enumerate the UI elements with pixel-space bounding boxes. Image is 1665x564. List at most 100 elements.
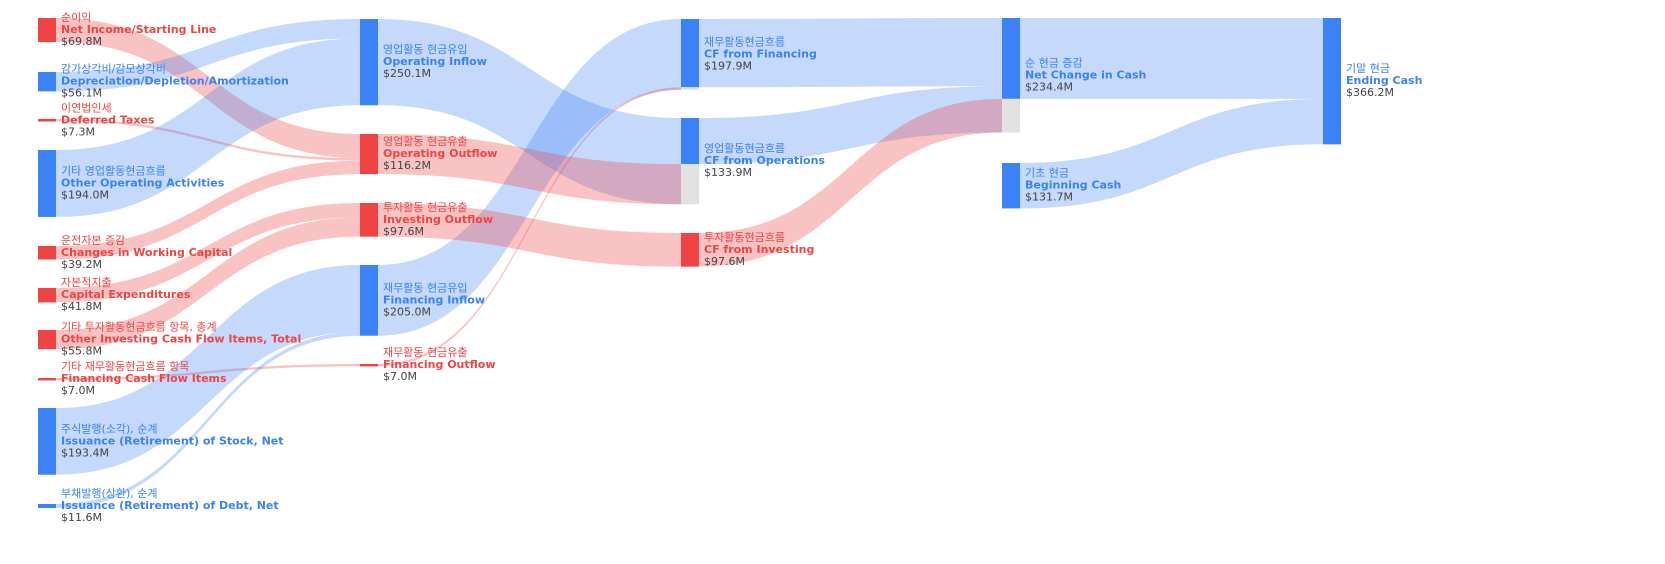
- node-value-label: $116.2M: [383, 159, 431, 172]
- node-value-label: $131.7M: [1025, 191, 1073, 204]
- node-value-label: $7.0M: [61, 384, 95, 397]
- node-label-en: Other Operating Activities: [61, 176, 225, 189]
- node-value-label: $205.0M: [383, 305, 431, 318]
- flow-link: [56, 364, 360, 381]
- flow-link: [56, 217, 360, 350]
- node-value-label: $193.4M: [61, 446, 109, 459]
- node-bar: [1323, 18, 1341, 145]
- flow-link: [699, 86, 1002, 165]
- offset-segment: [1002, 98, 1020, 133]
- flow-link: [1020, 98, 1323, 209]
- node-label-ko: 순 현금 증감: [1025, 56, 1083, 69]
- node-bar: [38, 288, 56, 303]
- flow-link: [56, 265, 360, 475]
- node-label-ko: 기말 현금: [1346, 62, 1390, 75]
- node-label-ko: 투자활동 현금유출: [383, 200, 467, 214]
- node-bar: [360, 19, 378, 106]
- node-bar: [360, 134, 378, 175]
- node-label-ko: 투자활동현금흐름: [704, 230, 785, 244]
- node-label-ko: 기타 영업활동현금흐름: [61, 163, 166, 177]
- node-value-label: $194.0M: [61, 188, 109, 201]
- flow-link: [56, 38, 360, 217]
- node-bar: [38, 408, 56, 475]
- flow-link: [56, 19, 360, 92]
- flow-link: [56, 119, 360, 161]
- flow-link: [378, 134, 681, 205]
- node-bar: [38, 150, 56, 217]
- flow-link: [56, 203, 360, 303]
- node-value-label: $39.2M: [61, 258, 102, 271]
- node-bar: [1002, 163, 1020, 209]
- flow-link: [56, 331, 360, 509]
- offset-segment: [681, 87, 699, 90]
- node-label-en: Financing Cash Flow Items: [61, 372, 227, 385]
- node-value-label: $56.1M: [61, 87, 102, 100]
- node-label-ko: 감가상각비/감모상각비: [61, 63, 166, 76]
- node-value-label: $133.9M: [704, 166, 752, 179]
- node-label-ko: 영업활동 현금유입: [383, 42, 467, 56]
- node-value-label: $97.6M: [383, 225, 424, 238]
- node-label-en: Ending Cash: [1346, 74, 1422, 87]
- node-label-en: Other Investing Cash Flow Items, Total: [61, 333, 301, 346]
- node-bar: [360, 265, 378, 336]
- flow-link: [699, 98, 1002, 267]
- node-label-ko: 이연법인세: [61, 101, 112, 114]
- node-label-en: Financing Outflow: [383, 358, 496, 371]
- node-label-en: Depreciation/Depletion/Amortization: [61, 75, 289, 88]
- node-label-en: CF from Investing: [704, 243, 814, 256]
- node-bar: [681, 118, 699, 165]
- node-label-en: Net Income/Starting Line: [61, 23, 216, 36]
- node-bar: [38, 119, 56, 122]
- flow-link: [699, 18, 1002, 88]
- node-bar: [38, 246, 56, 260]
- node-bar: [360, 364, 378, 367]
- node-value-label: $197.9M: [704, 59, 752, 72]
- node-value-label: $55.8M: [61, 345, 102, 358]
- node-value-label: $250.1M: [383, 67, 431, 80]
- node-value-label: $7.3M: [61, 125, 95, 138]
- node-bar: [38, 504, 56, 509]
- node-label-en: Operating Outflow: [383, 147, 497, 160]
- node-label-ko: 기초 현금: [1025, 167, 1069, 180]
- node-label-ko: 재무활동 현금유입: [383, 280, 467, 294]
- node-label-en: Issuance (Retirement) of Debt, Net: [61, 499, 279, 512]
- node-value-label: $69.8M: [61, 35, 102, 48]
- node-label-en: Beginning Cash: [1025, 179, 1121, 192]
- node-value-label: $41.8M: [61, 300, 102, 313]
- node-label-ko: 운전자본 증감: [61, 234, 125, 247]
- node-label-en: Deferred Taxes: [61, 113, 155, 126]
- flow-link: [378, 87, 681, 367]
- node-label-ko: 주식발행(소각), 순계: [61, 422, 158, 435]
- node-label-ko: 영업활동 현금유출: [383, 134, 467, 148]
- node-value-label: $97.6M: [704, 255, 745, 268]
- node-bar: [360, 203, 378, 237]
- node-bar: [38, 330, 56, 350]
- node-label-en: Issuance (Retirement) of Stock, Net: [61, 434, 284, 447]
- node-value-label: $11.6M: [61, 511, 102, 524]
- node-bar: [38, 72, 56, 92]
- node-label-ko: 재무활동현금흐름: [704, 34, 785, 48]
- node-label-en: Investing Outflow: [383, 213, 493, 226]
- flow-link: [378, 203, 681, 267]
- node-value-label: $7.0M: [383, 370, 417, 383]
- node-bar: [1002, 18, 1020, 99]
- node-label-ko: 영업활동현금흐름: [704, 141, 785, 155]
- node-bar: [38, 18, 56, 43]
- node-label-ko: 재무활동 현금유출: [383, 345, 467, 359]
- node-label-ko: 기타 투자활동현금흐름 항목, 총계: [61, 320, 217, 334]
- flow-link: [56, 160, 360, 260]
- node-label-ko: 자본적지출: [61, 276, 112, 289]
- node-label-en: Net Change in Cash: [1025, 68, 1146, 81]
- offset-segment: [681, 164, 699, 205]
- node-bar: [681, 19, 699, 88]
- node-label-ko: 부채발행(상환), 순계: [61, 487, 158, 500]
- node-label-en: Financing Inflow: [383, 293, 485, 306]
- flow-link: [378, 19, 681, 205]
- node-value-label: $234.4M: [1025, 80, 1073, 93]
- flow-link: [56, 18, 360, 159]
- node-label-en: CF from Financing: [704, 47, 817, 60]
- node-bar: [681, 233, 699, 267]
- node-label-ko: 순이익: [61, 11, 91, 24]
- node-value-label: $366.2M: [1346, 86, 1394, 99]
